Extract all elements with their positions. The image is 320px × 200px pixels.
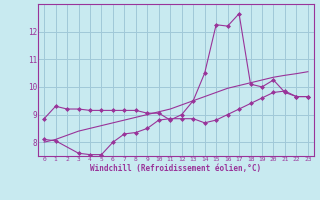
- X-axis label: Windchill (Refroidissement éolien,°C): Windchill (Refroidissement éolien,°C): [91, 164, 261, 173]
